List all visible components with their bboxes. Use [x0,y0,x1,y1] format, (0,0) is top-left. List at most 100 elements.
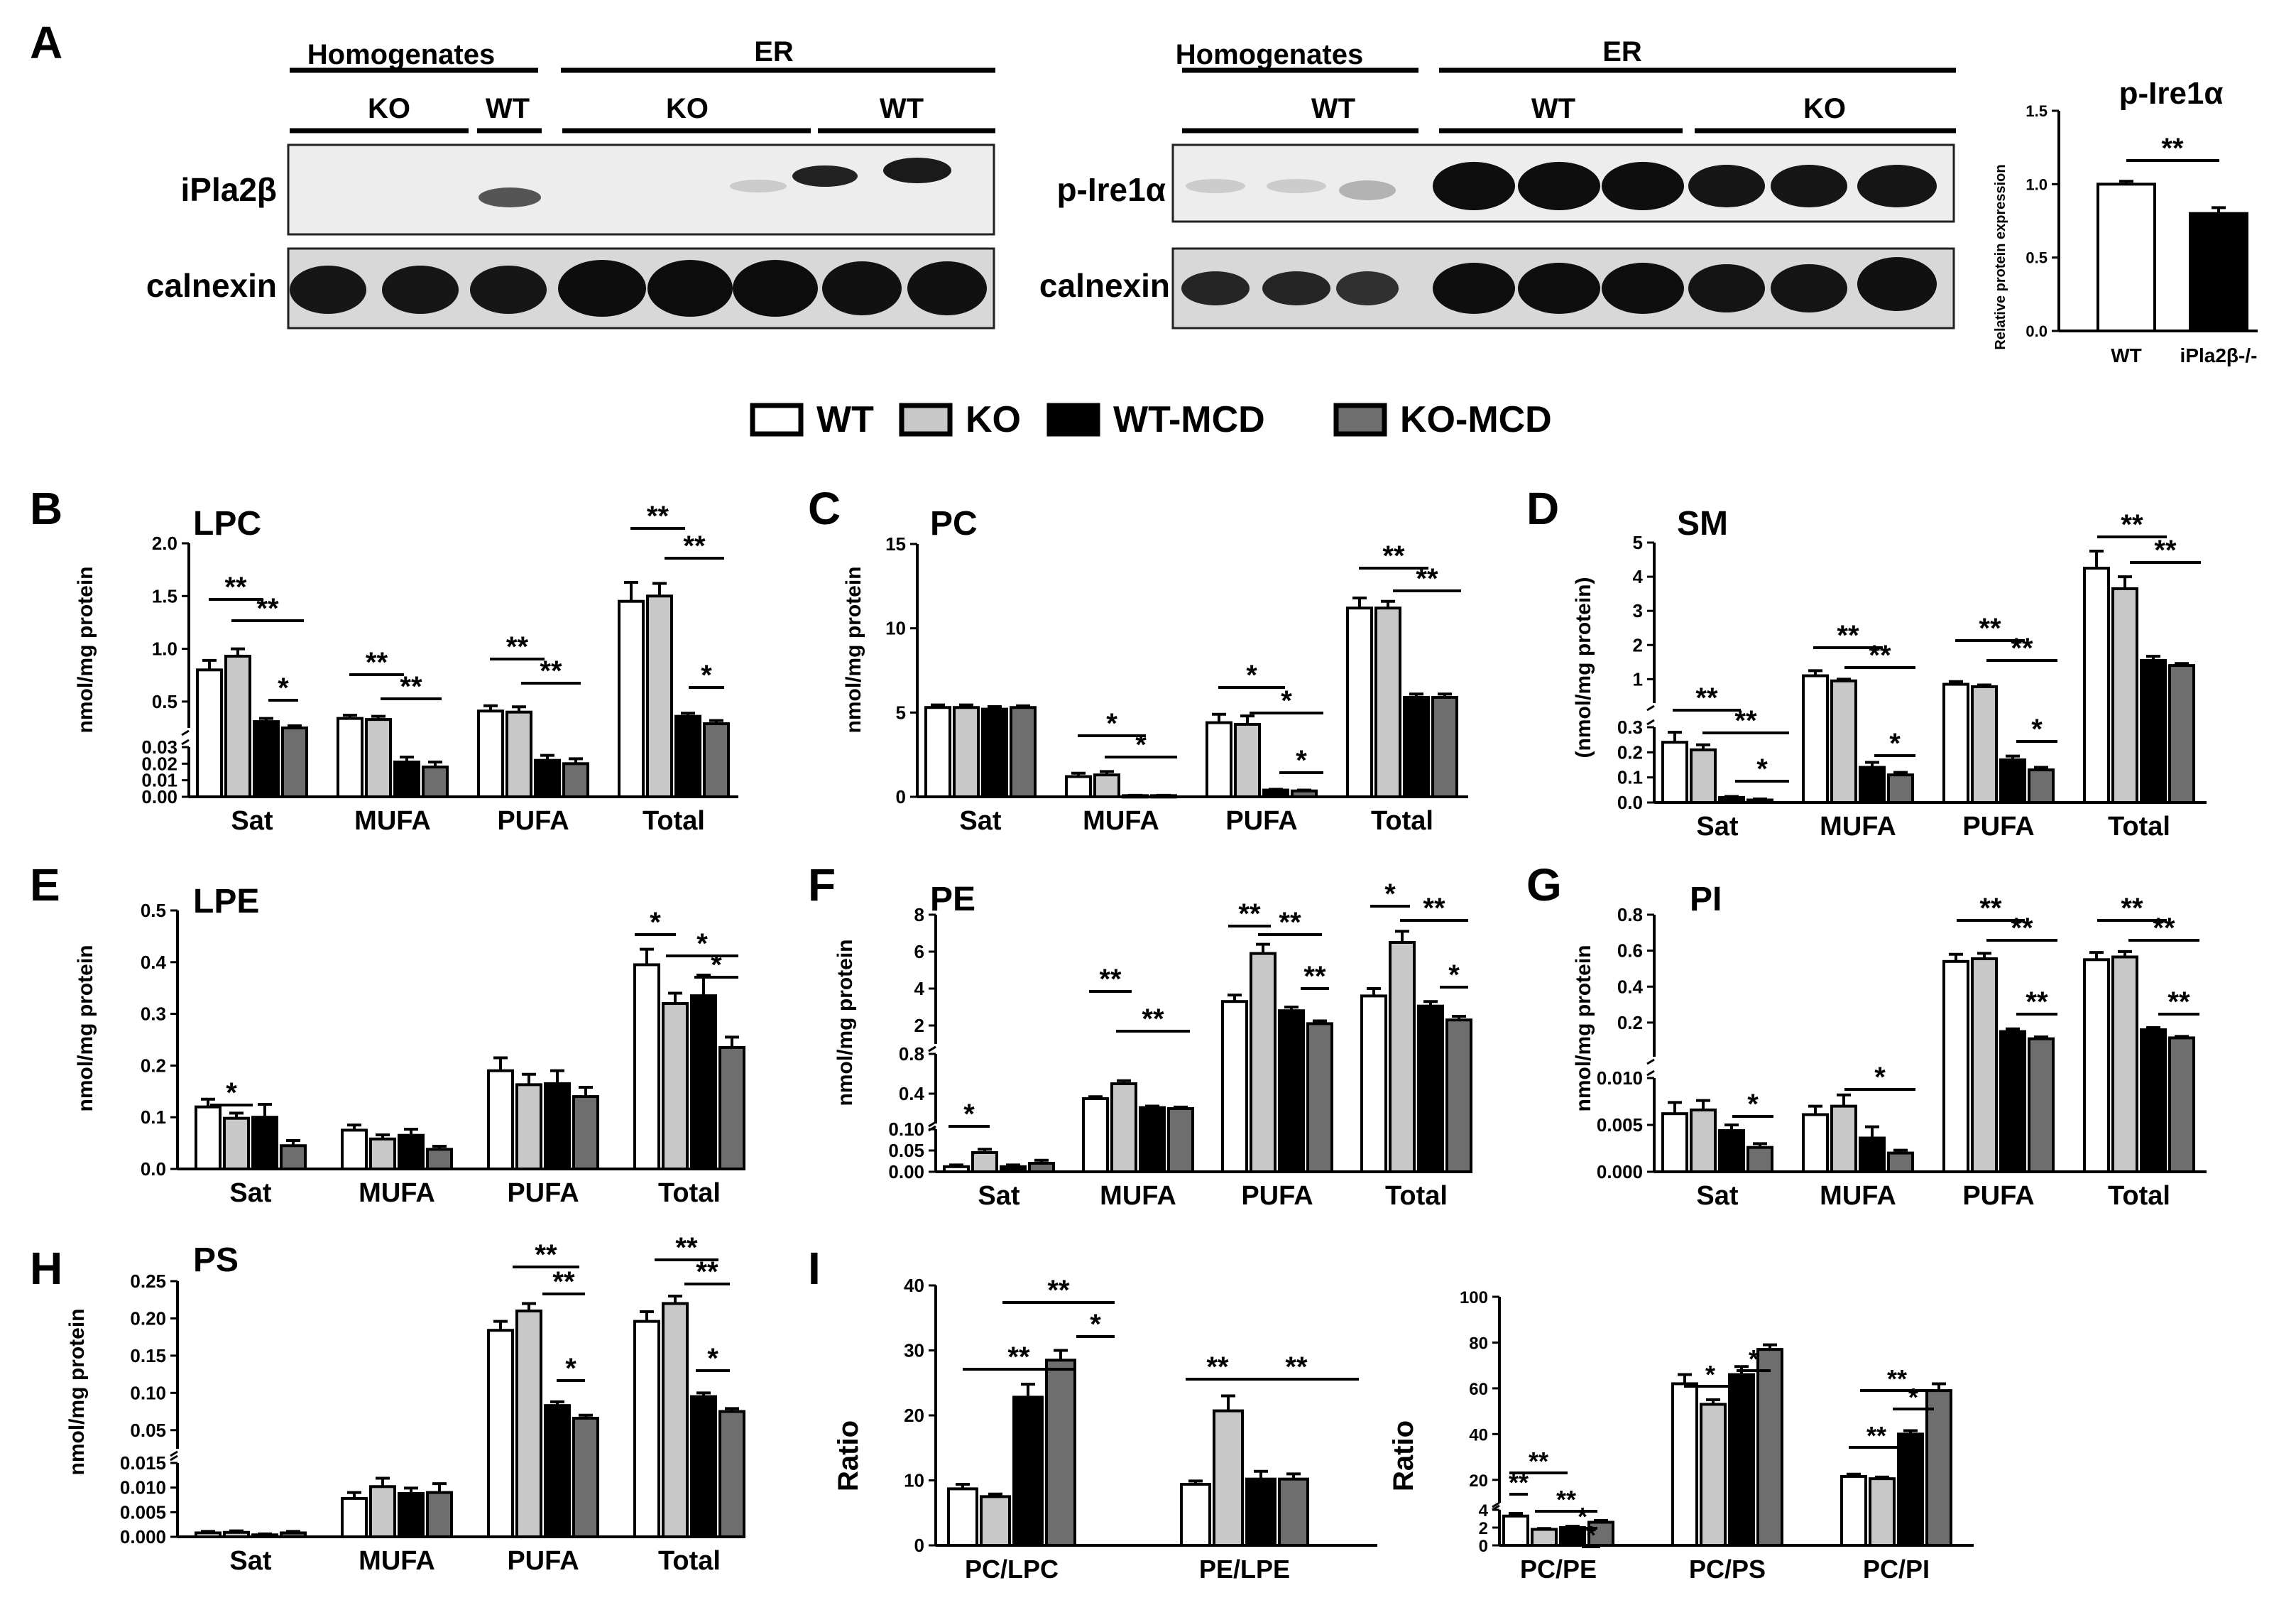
significance-marker: ** [1887,1364,1907,1393]
bar-wt-total [2083,567,2110,804]
blot2-row-label-pire1a: p-Ire1α [1056,171,1166,208]
x-category-label: MUFA [1100,1181,1176,1211]
axis-break-mark [928,1045,936,1052]
bar-wt-mcd-mufa [398,1491,425,1538]
bar-wt-mcd-pcpi [1897,1432,1924,1547]
y-tick-label: 0.0 [1617,792,1643,813]
y-tick-label: 0.015 [120,1452,166,1474]
y-tick-label: 80 [1469,1334,1488,1353]
bar-wt-mcd-pcps [1728,1373,1755,1547]
significance-marker: * [565,1353,576,1384]
y-tick-label: 10 [904,1470,924,1491]
bar-ko-mcd-mufa [426,1148,453,1171]
y-tick-label: 40 [904,1275,924,1296]
x-category-label: Total [1371,806,1433,836]
bar-wt-mcd-total [674,714,701,799]
bar-wt-mufa [337,717,363,799]
western-blot-ipla2b: Homogenates ER KO WT KO WT iPla2β calnex… [146,36,995,330]
significance-marker: ** [1303,961,1326,992]
x-category-label: WT [2111,344,2142,366]
axis-break-mark [1646,1058,1655,1065]
y-tick-label: 5 [896,702,906,723]
y-tick-label: 0.1 [141,1106,166,1128]
axis-break-mark [1492,1501,1500,1508]
legend-swatch-ko [899,403,953,437]
bar-wt [2097,183,2156,333]
bar-ko-total [2111,955,2138,1173]
y-tick-label: 3 [1633,600,1643,621]
bar-ko-mcd-pufa [2028,768,2055,804]
x-category-label: PC/PS [1689,1555,1766,1584]
y-tick-label: 0.5 [2026,249,2048,267]
chart-pire1a: p-Ire1α Relative protein expression 0.0 0.5… [1993,76,2258,366]
x-category-label: MUFA [354,806,431,836]
y-tick-label: 0.4 [141,952,167,973]
bar-ko-mufa [1830,1104,1857,1173]
bar-ko-mcd-pcpe [1587,1520,1614,1547]
bar-wt-sat [195,1105,222,1171]
x-category-label: Total [2108,812,2170,842]
bar-ko-pufa [1250,952,1277,1173]
bar-ko-mufa [1093,773,1120,798]
bar-ko-mcd-pcpi [1925,1389,1952,1547]
significance-marker: ** [224,572,247,603]
bar-wt-mcd-total [1417,1004,1444,1173]
bar-wt-sat [943,1165,970,1174]
bar-ko-pcps [1700,1403,1727,1547]
significance-marker: ** [1734,705,1757,736]
panel-label: G [1526,859,1562,910]
significance-marker: ** [1279,907,1301,938]
y-tick-label: 0.5 [141,900,166,921]
significance-marker: * [1908,1383,1918,1412]
bar-wt-mcd-sat [981,707,1008,798]
blot1-sub-label-wt-er: WT [880,93,924,124]
y-tick-label: 1 [1633,668,1643,690]
significance-marker: ** [1979,613,2001,644]
significance-marker: ** [2121,893,2143,924]
axis-break-mark [1646,719,1655,726]
bar-wt-mcd-mufa [393,761,420,798]
bar-ko-pufa [515,1083,542,1171]
y-tick-label: 0.000 [120,1526,166,1547]
y-tick-label: 0.4 [1617,976,1644,997]
bar-wt-mcd-sat [1718,1128,1745,1174]
bar-ko-mcd-total [718,1045,745,1171]
x-category-label: Total [658,1178,721,1208]
y-tick-label: 0.4 [899,1083,925,1104]
bar-wt-pufa [487,1329,514,1539]
panel-label: E [30,859,60,910]
bar-ko-mcd-sat [280,1531,307,1539]
x-category-label: Sat [229,1546,271,1576]
y-axis-label: nmol/mg protein [1572,945,1595,1112]
bar-ko-mcd-total [2168,664,2195,804]
bar-ko-total [1374,606,1401,798]
y-tick-label: 4 [1479,1501,1489,1520]
x-category-label: Sat [231,806,273,836]
y-tick-label: 60 [1469,1380,1488,1399]
bar-ko-pelpe [1213,1409,1244,1547]
significance-marker: * [1296,745,1307,776]
significance-marker: ** [1556,1485,1576,1514]
chart-panel-c-pc: C PC nmol/mg protein 0 5 10 15 Sat MUFA PUFA Total… [808,483,1468,836]
legend-label-wt-mcd: WT-MCD [1113,399,1265,440]
panel-label: C [808,483,841,534]
significance-marker: ** [2011,913,2033,944]
bar-wt-sat [196,668,223,798]
chart-title: LPE [193,883,259,920]
y-tick-label: 0.5 [152,691,177,712]
bar-wt-mufa [341,1496,368,1538]
y-tick-label: 0.8 [1617,904,1643,925]
significance-marker: * [1448,959,1460,991]
blot1-row-label-ipla2b: iPla2β [181,171,277,208]
significance-marker: * [1749,1344,1759,1373]
y-tick-label: 0.2 [1617,1012,1643,1033]
bar-wt-mcd-total [690,1395,717,1538]
significance-marker: ** [1007,1342,1030,1373]
bar-ko-mufa [369,1485,396,1539]
y-axis-label: Ratio [833,1420,864,1491]
bar-ko-sat [224,654,251,798]
y-tick-label: 2 [1479,1519,1488,1538]
y-tick-label: 20 [1469,1471,1488,1491]
y-tick-label: 0.02 [141,753,177,774]
bar-wt-mcd-pufa [544,1404,571,1538]
